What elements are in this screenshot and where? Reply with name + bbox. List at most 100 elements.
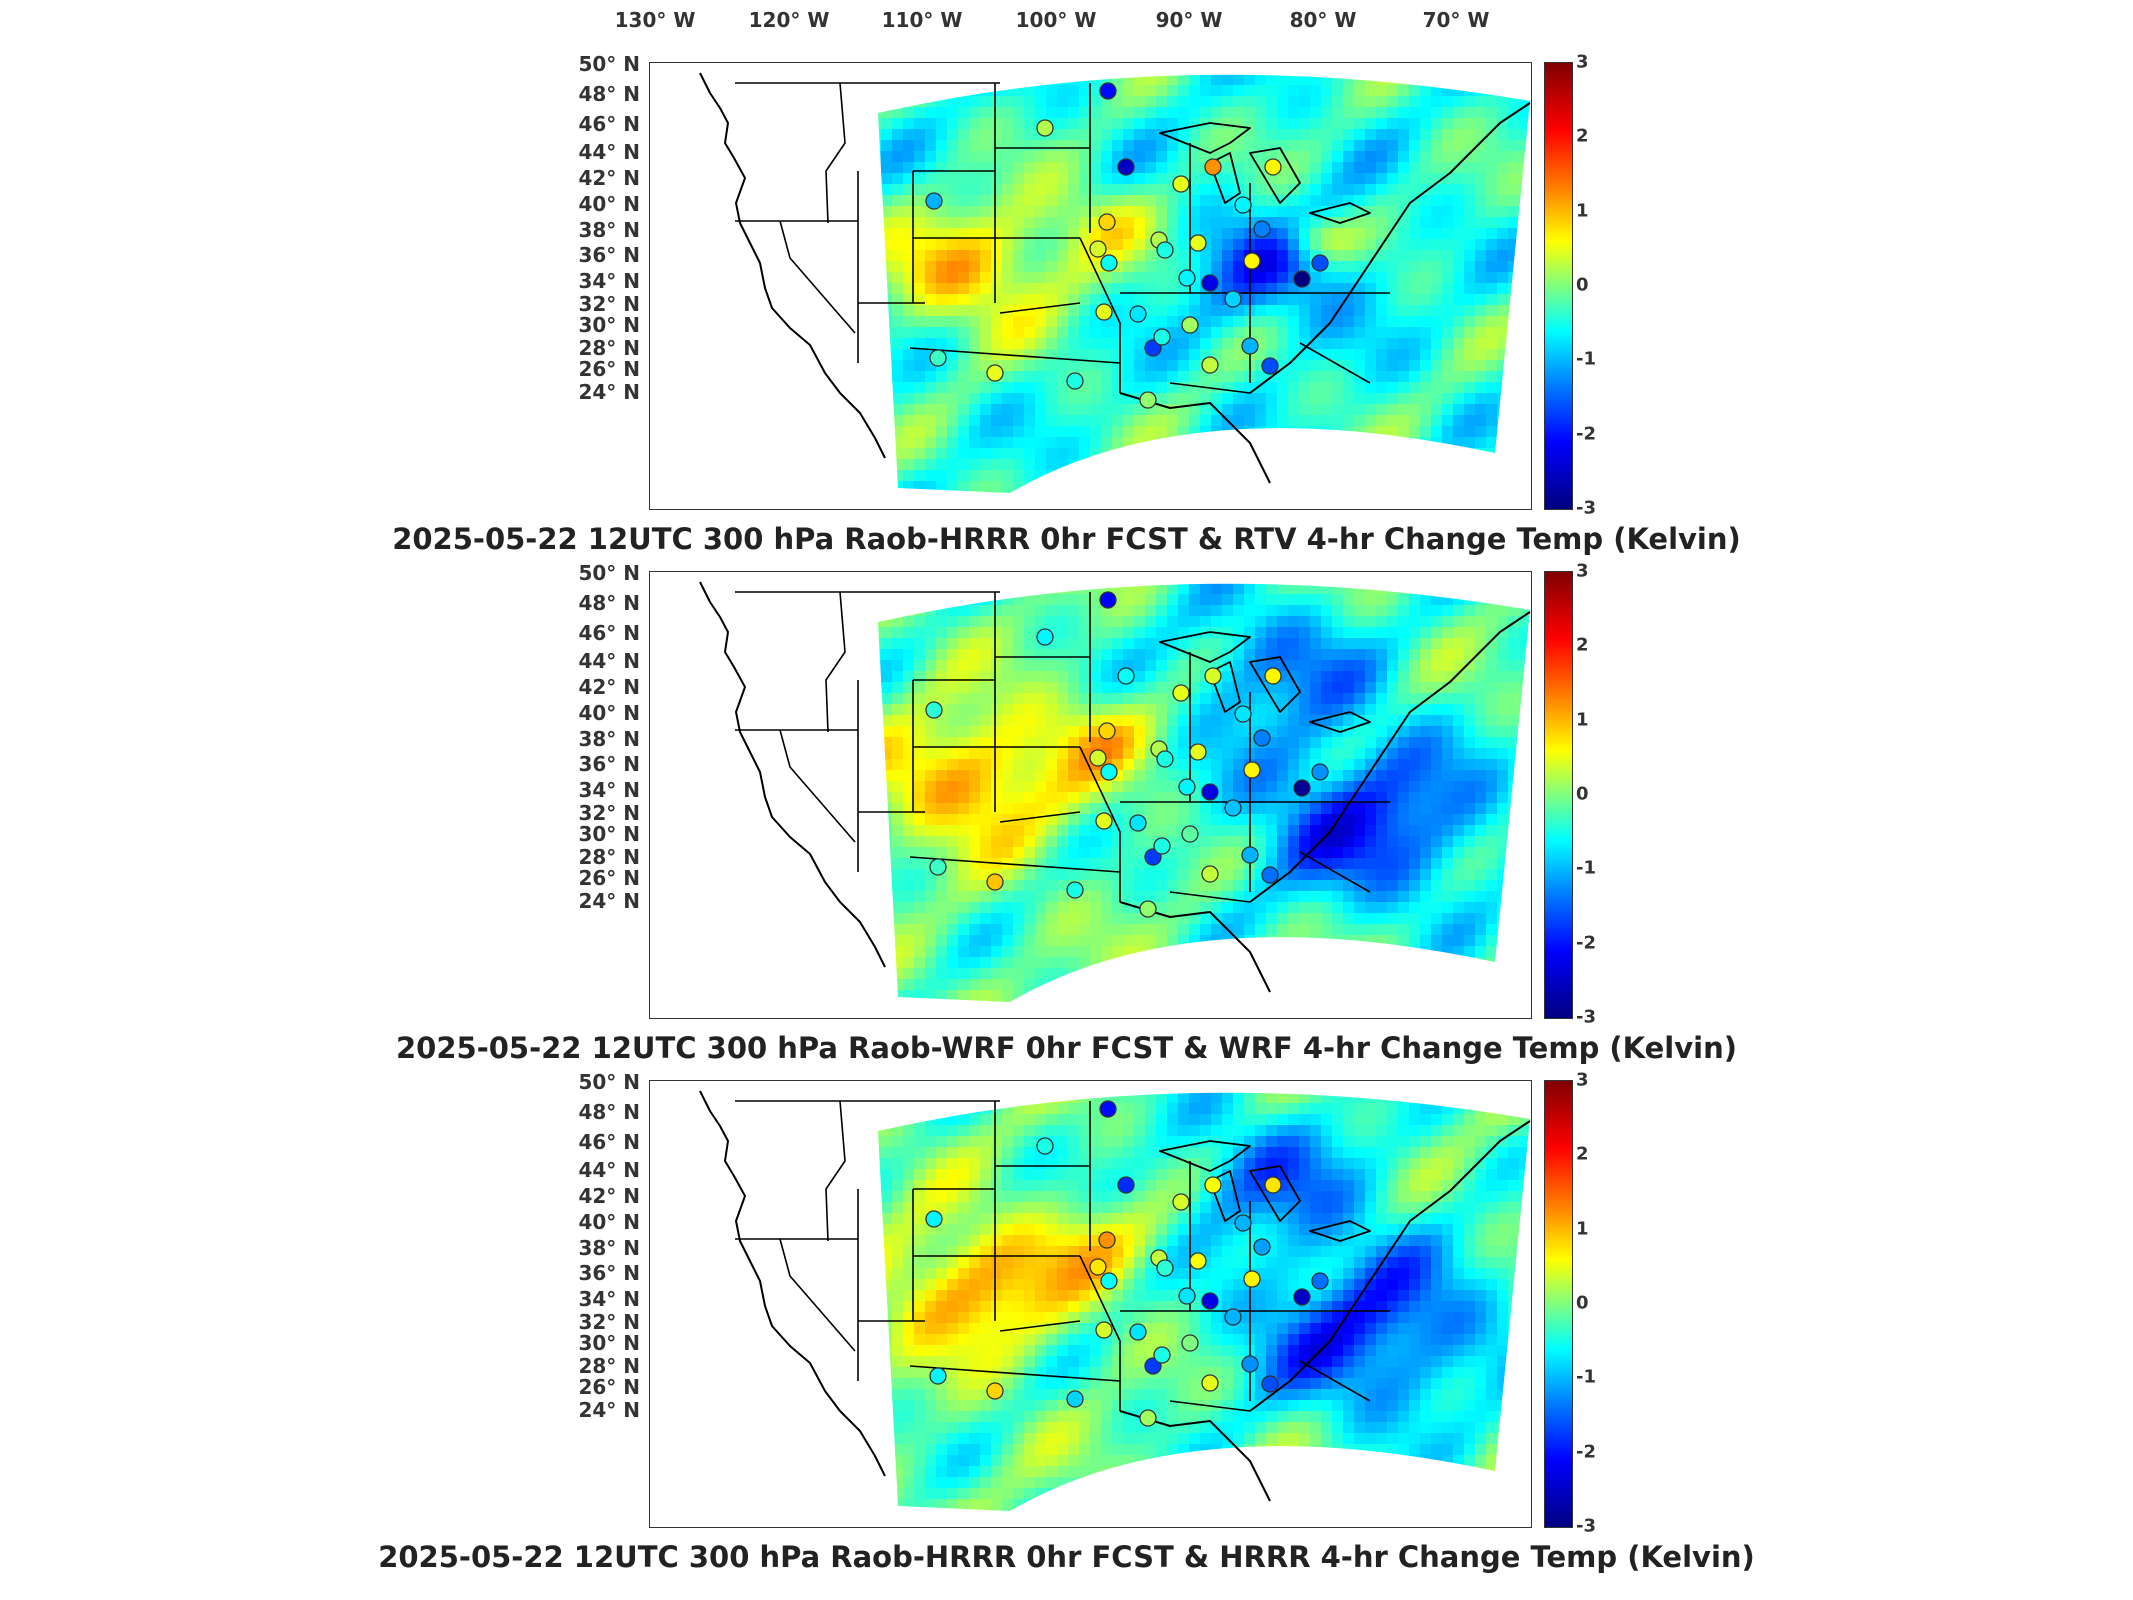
lat-label: 38° N xyxy=(578,1236,640,1260)
temperature-field xyxy=(878,74,1530,493)
colorbar-tick: 3 xyxy=(1576,1069,1589,1091)
raob-station-marker xyxy=(1139,391,1157,409)
raob-station-marker xyxy=(1100,1272,1118,1290)
temperature-change-map xyxy=(699,1090,1531,1511)
lat-label: 30° N xyxy=(578,313,640,337)
lon-label-120w: 120° W xyxy=(748,8,830,32)
state-boundary xyxy=(1079,746,1121,902)
lat-label: 30° N xyxy=(578,1331,640,1355)
raob-station-marker xyxy=(1117,158,1135,176)
raob-station-marker xyxy=(1293,779,1311,797)
latitude-labels: 50° N 48° N 46° N 44° N 42° N 40° N 38° … xyxy=(560,561,640,1031)
raob-station-marker xyxy=(1311,763,1329,781)
colorbar-tick: 1 xyxy=(1576,709,1589,731)
raob-station-marker xyxy=(1129,1323,1147,1341)
lat-label: 46° N xyxy=(578,1130,640,1154)
temperature-change-map xyxy=(699,581,1531,1002)
raob-station-marker xyxy=(929,349,947,367)
colorbar-tick: 1 xyxy=(1576,200,1589,222)
state-boundary xyxy=(825,82,846,224)
west-coastline xyxy=(699,1090,886,1477)
lat-label: 26° N xyxy=(578,1375,640,1399)
colorbar-tick: -2 xyxy=(1576,423,1596,445)
state-boundary xyxy=(909,347,1121,364)
lat-label: 50° N xyxy=(578,1070,640,1094)
raob-station-marker xyxy=(1129,305,1147,323)
raob-station-marker xyxy=(1089,1258,1107,1276)
raob-station-marker xyxy=(1098,213,1116,231)
raob-station-marker xyxy=(1036,119,1054,137)
raob-station-marker xyxy=(1253,729,1271,747)
lat-label: 44° N xyxy=(578,649,640,673)
state-boundary xyxy=(999,302,1081,314)
colorbar-tick: -3 xyxy=(1576,1006,1596,1028)
raob-station-marker xyxy=(1189,743,1207,761)
raob-station-marker xyxy=(1098,1231,1116,1249)
raob-station-marker xyxy=(1189,234,1207,252)
lat-label: 34° N xyxy=(578,1287,640,1311)
raob-station-marker xyxy=(1139,1409,1157,1427)
lat-label: 50° N xyxy=(578,52,640,76)
lat-label: 36° N xyxy=(578,1261,640,1285)
raob-station-marker xyxy=(1095,303,1113,321)
raob-station-marker xyxy=(1066,881,1084,899)
lon-label-70w: 70° W xyxy=(1422,8,1490,32)
lat-label: 48° N xyxy=(578,82,640,106)
east-coastline xyxy=(1119,102,1531,484)
raob-station-marker xyxy=(986,873,1004,891)
raob-station-marker xyxy=(1224,1308,1242,1326)
lat-label: 44° N xyxy=(578,1158,640,1182)
raob-station-marker xyxy=(1243,1270,1261,1288)
raob-station-marker xyxy=(986,364,1004,382)
state-boundary xyxy=(909,1365,1121,1382)
temperature-field xyxy=(878,583,1530,1002)
colorbar-tick: 3 xyxy=(1576,560,1589,582)
state-boundary xyxy=(999,1320,1081,1332)
lat-label: 50° N xyxy=(578,561,640,585)
raob-station-marker xyxy=(1201,274,1219,292)
raob-station-marker xyxy=(1099,82,1117,100)
raob-station-marker xyxy=(1117,1176,1135,1194)
lat-label: 46° N xyxy=(578,621,640,645)
raob-station-marker xyxy=(1156,1259,1174,1277)
map-area xyxy=(649,62,1532,510)
raob-station-marker xyxy=(1293,270,1311,288)
lon-label-100w: 100° W xyxy=(1015,8,1097,32)
raob-station-marker xyxy=(1156,241,1174,259)
lat-label: 40° N xyxy=(578,701,640,725)
raob-station-marker xyxy=(1234,196,1252,214)
raob-station-marker xyxy=(1253,1238,1271,1256)
raob-station-marker xyxy=(1261,357,1279,375)
colorbar-tick: 1 xyxy=(1576,1218,1589,1240)
colorbar-tick: 0 xyxy=(1576,783,1589,805)
raob-station-marker xyxy=(1100,763,1118,781)
lat-label: 34° N xyxy=(578,269,640,293)
raob-station-marker xyxy=(1153,837,1171,855)
lat-label: 42° N xyxy=(578,675,640,699)
raob-station-marker xyxy=(1241,846,1259,864)
raob-station-marker xyxy=(1234,1214,1252,1232)
colorbar-tick: -1 xyxy=(1576,1366,1596,1388)
lat-label: 24° N xyxy=(578,380,640,404)
raob-station-marker xyxy=(1129,814,1147,832)
lat-label: 32° N xyxy=(578,292,640,316)
raob-station-marker xyxy=(1066,372,1084,390)
state-boundary xyxy=(1169,382,1251,394)
lat-label: 26° N xyxy=(578,866,640,890)
raob-station-marker xyxy=(1311,1272,1329,1290)
colorbar xyxy=(1544,1080,1573,1528)
raob-station-marker xyxy=(925,1210,943,1228)
state-boundary xyxy=(1299,851,1371,893)
raob-station-marker xyxy=(1117,667,1135,685)
panel-wrf: 50° N 48° N 46° N 44° N 42° N 40° N 38° … xyxy=(0,561,2133,1081)
raob-station-marker xyxy=(1181,1334,1199,1352)
raob-station-marker xyxy=(1178,269,1196,287)
lon-label-130w: 130° W xyxy=(614,8,696,32)
raob-station-marker xyxy=(1139,900,1157,918)
colorbar-ticks: 3 2 1 0 -1 -2 -3 xyxy=(1576,52,1626,519)
lat-label: 36° N xyxy=(578,243,640,267)
raob-station-marker xyxy=(1181,825,1199,843)
lon-label-110w: 110° W xyxy=(881,8,963,32)
raob-station-marker xyxy=(1241,1355,1259,1373)
lat-label: 32° N xyxy=(578,1310,640,1334)
